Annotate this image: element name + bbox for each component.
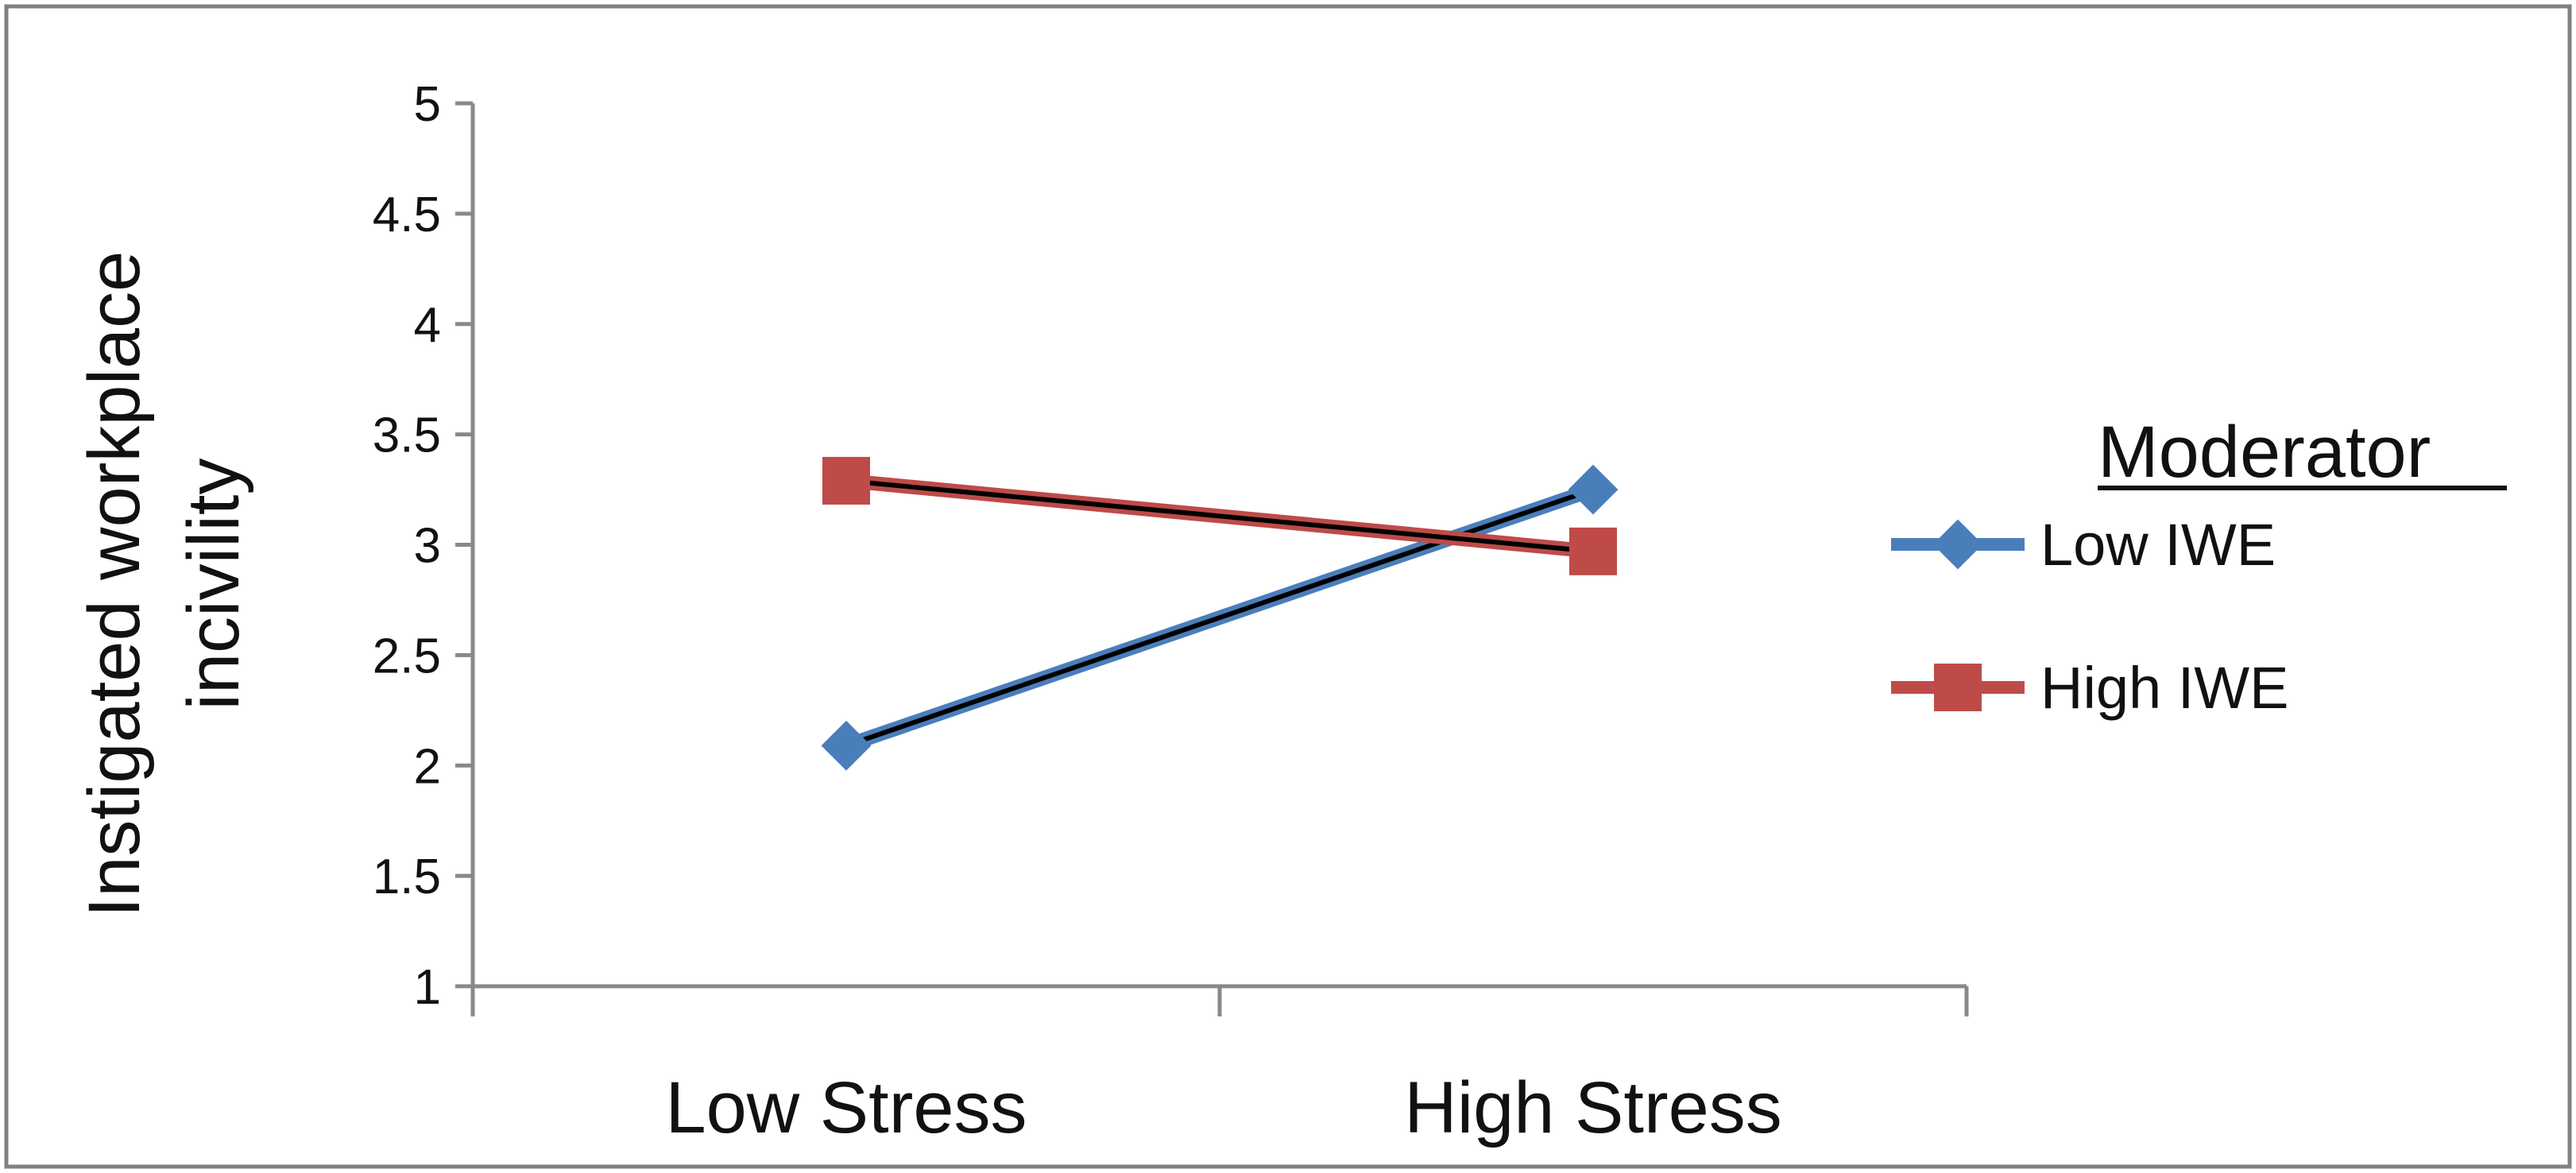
legend-label: High IWE bbox=[2040, 655, 2289, 721]
y-tick-label: 2 bbox=[414, 739, 441, 794]
series-high-iwe bbox=[822, 456, 1617, 575]
y-tick-label: 3.5 bbox=[373, 408, 441, 463]
data-point bbox=[821, 720, 872, 771]
legend-entry: Low IWE bbox=[1891, 512, 2276, 578]
y-tick-label: 4.5 bbox=[373, 188, 441, 242]
series-overlay-line bbox=[844, 478, 1595, 554]
data-point bbox=[1568, 464, 1619, 515]
legend-entry: High IWE bbox=[1891, 655, 2289, 721]
legend-swatch-marker bbox=[1934, 664, 1982, 711]
legend-title: Moderator bbox=[2098, 412, 2431, 493]
y-tick-label: 5 bbox=[414, 77, 441, 132]
chart-frame bbox=[4, 4, 2572, 1169]
y-axis: 1 1.5 2 2.5 3 3.5 4 4.5 5 bbox=[373, 77, 475, 1015]
data-point bbox=[1569, 527, 1617, 575]
series-layer bbox=[821, 456, 1619, 771]
series-low-iwe bbox=[821, 464, 1619, 771]
y-tick-label: 1 bbox=[414, 960, 441, 1015]
y-tick-label: 3 bbox=[414, 519, 441, 574]
y-tick-label: 1.5 bbox=[373, 850, 441, 904]
y-axis-label-line2: incivility bbox=[173, 459, 254, 710]
legend: Moderator Low IWE High IWE bbox=[1891, 412, 2507, 721]
legend-swatch-marker bbox=[1932, 519, 1983, 570]
series-overlay-line bbox=[844, 487, 1595, 749]
y-axis-label-line1: Instigated workplace bbox=[74, 251, 155, 918]
x-category-label: Low Stress bbox=[665, 1067, 1027, 1148]
legend-label: Low IWE bbox=[2040, 512, 2276, 578]
x-category-label: High Stress bbox=[1404, 1067, 1782, 1148]
y-tick-label: 2.5 bbox=[373, 629, 441, 683]
data-point bbox=[822, 456, 870, 505]
y-tick-label: 4 bbox=[414, 298, 441, 353]
x-axis: Low Stress High Stress bbox=[470, 984, 1969, 1148]
